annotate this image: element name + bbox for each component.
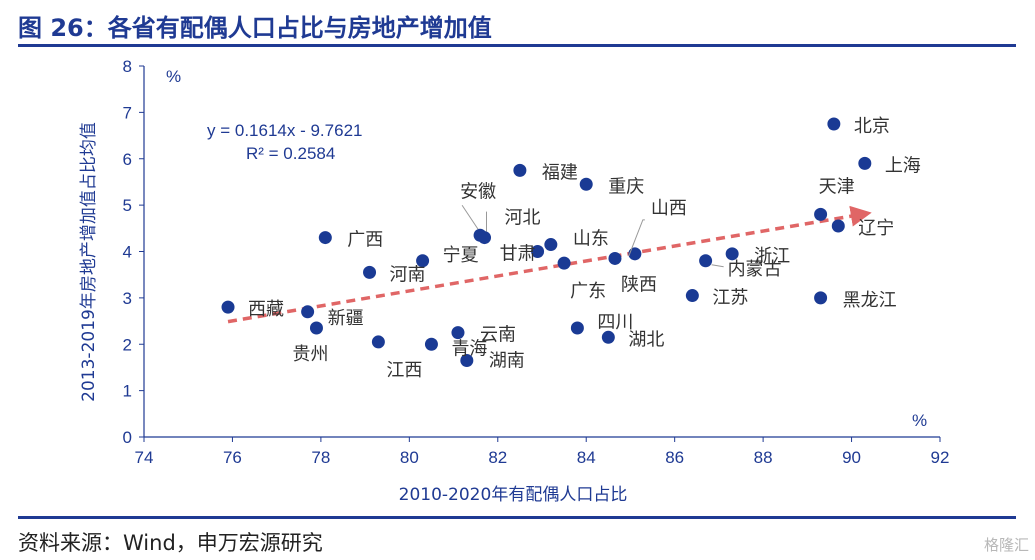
data-point [531, 245, 545, 258]
point-label: 北京 [854, 116, 890, 137]
data-point [460, 353, 474, 367]
trendline-path [227, 205, 872, 324]
data-point [473, 228, 487, 242]
point-label: 重庆 [608, 176, 644, 197]
point-label: 云南 [480, 325, 516, 346]
point-label: 山东 [573, 229, 609, 250]
source-note: 资料来源：Wind，申万宏源研究 [18, 531, 323, 555]
data-point [858, 156, 872, 170]
data-point [601, 330, 615, 344]
y-tick-label: 0 [123, 428, 132, 447]
data-point [371, 335, 385, 349]
watermark: 格隆汇 [983, 536, 1029, 554]
point-label: 江苏 [712, 288, 748, 309]
point-label: 河南 [390, 264, 426, 285]
point-label: 江西 [386, 360, 422, 381]
x-tick-label: 78 [311, 448, 330, 467]
point-label: 黑龙江 [843, 290, 897, 311]
point-label: 广东 [570, 281, 606, 302]
point-label: 陕西 [621, 274, 657, 295]
point-label: 湖南 [489, 350, 525, 371]
x-tick-label: 86 [665, 448, 684, 467]
y-tick-label: 7 [123, 103, 132, 122]
data-point [814, 291, 828, 305]
trend-r-squared: R² = 0.2584 [246, 144, 335, 163]
point-label: 新疆 [328, 308, 364, 329]
y-tick-label: 3 [123, 289, 132, 308]
data-point [699, 254, 713, 268]
data-point [424, 337, 438, 351]
data-point [570, 321, 584, 335]
data-point [628, 247, 642, 261]
point-label: 上海 [885, 155, 921, 176]
point-label: 辽宁 [858, 218, 894, 239]
y-axis-title: 2013-2019年房地产增加值占比均值 [79, 122, 99, 402]
point-label: 西藏 [248, 299, 284, 320]
data-point [725, 247, 739, 261]
data-point [221, 300, 235, 314]
x-tick-label: 82 [488, 448, 507, 467]
x-unit-label: % [912, 411, 927, 430]
data-point [685, 289, 699, 303]
chart-title: 图 26：各省有配偶人口占比与房地产增加值 [18, 14, 492, 42]
point-label: 甘肃 [500, 244, 536, 265]
data-point [363, 265, 377, 279]
point-label: 青海 [451, 338, 487, 359]
y-tick-label: 1 [123, 382, 132, 401]
x-tick-label: 92 [931, 448, 950, 467]
data-point [318, 231, 332, 245]
point-label: 福建 [542, 162, 578, 183]
point-label: 湖北 [628, 329, 664, 350]
y-unit-label: % [166, 67, 181, 86]
point-label: 山西 [651, 198, 687, 219]
x-tick-label: 76 [223, 448, 242, 467]
data-point [831, 219, 845, 233]
data-point [416, 254, 430, 268]
x-tick-label: 80 [400, 448, 419, 467]
data-point [579, 177, 593, 191]
leader-line [711, 264, 724, 268]
data-point [451, 326, 465, 340]
y-tick-label: 4 [123, 243, 132, 262]
point-label: 河北 [505, 208, 541, 229]
y-tick-label: 8 [123, 57, 132, 76]
data-point [513, 163, 527, 177]
point-label: 广西 [347, 230, 383, 251]
data-point [608, 251, 622, 265]
leader-line [628, 219, 645, 256]
data-points [221, 117, 872, 367]
title-divider [18, 44, 1016, 47]
x-tick-label: 88 [754, 448, 773, 467]
footer-divider [18, 516, 1016, 519]
y-tick-label: 5 [123, 196, 132, 215]
data-point [544, 238, 558, 252]
point-label: 内蒙古 [728, 259, 782, 280]
data-point [827, 117, 841, 131]
leader-line [461, 204, 479, 230]
x-tick-label: 84 [577, 448, 596, 467]
x-tick-label: 74 [135, 448, 154, 467]
data-point [814, 207, 828, 221]
point-label: 浙江 [754, 246, 790, 267]
point-label: 宁夏 [443, 245, 479, 266]
y-tick-label: 2 [123, 335, 132, 354]
data-point [309, 321, 323, 335]
trendline [227, 205, 872, 324]
point-label: 贵州 [292, 344, 328, 365]
point-label: 安徽 [460, 181, 496, 202]
trend-equation: y = 0.1614x - 9.7621 [207, 121, 362, 140]
data-point [301, 305, 315, 319]
x-tick-label: 90 [842, 448, 861, 467]
data-point [557, 256, 571, 270]
x-axis-title: 2010-2020年有配偶人口占比 [399, 485, 628, 505]
point-label: 四川 [597, 312, 633, 333]
point-label: 天津 [819, 176, 855, 197]
y-tick-label: 6 [123, 150, 132, 169]
